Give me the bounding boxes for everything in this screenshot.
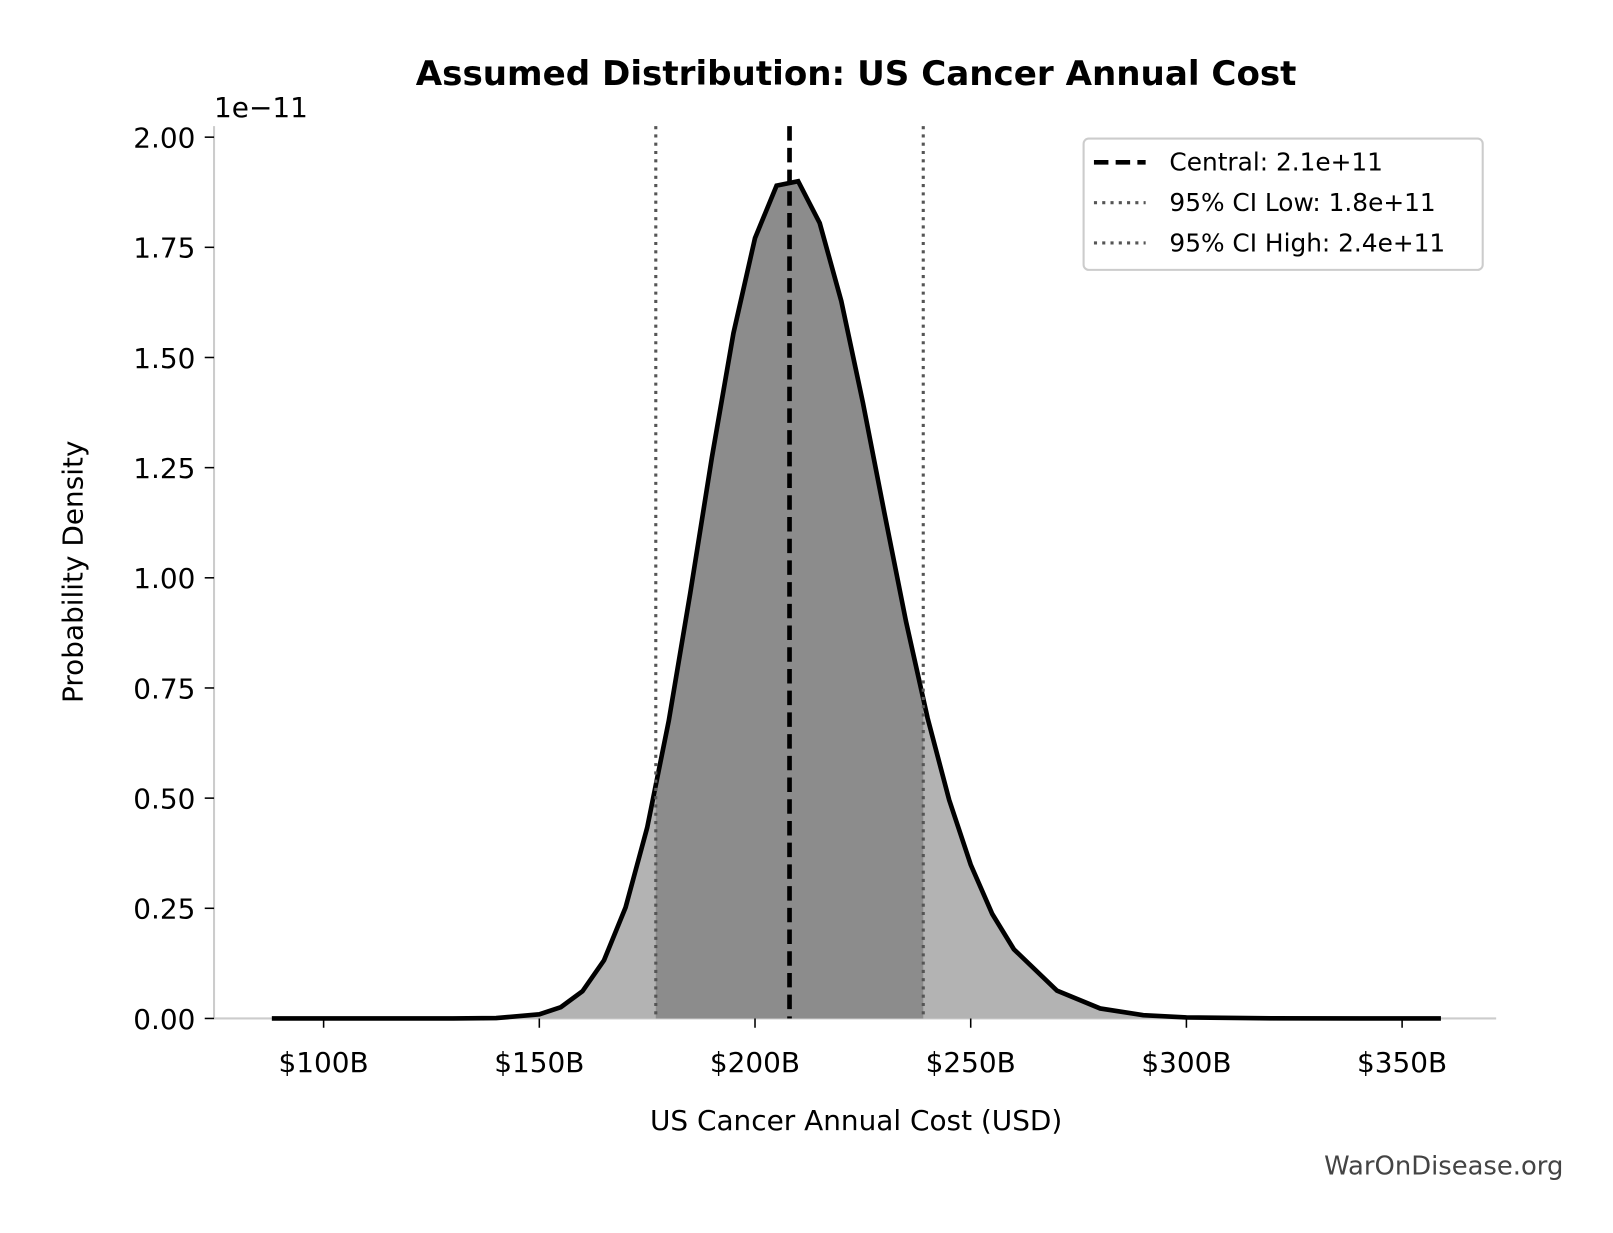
legend-box (1082, 137, 1484, 271)
x-tick-label: $100B (279, 1046, 369, 1079)
y-tick-label: 0.00 (133, 1003, 195, 1036)
y-axis-label: Probability Density (57, 441, 90, 703)
ci-area (655, 181, 924, 1019)
y-tick-label: 1.75 (133, 232, 195, 265)
x-tick-label: $350B (1357, 1046, 1447, 1079)
legend-label: 95% CI High: 2.4e+11 (1169, 228, 1445, 257)
chart-title: Assumed Distribution: US Cancer Annual C… (416, 54, 1297, 94)
y-tick-label: 2.00 (133, 121, 195, 154)
x-tick-label: $300B (1141, 1046, 1231, 1079)
y-tick-label: 0.75 (133, 672, 195, 705)
density-line (271, 178, 1441, 1021)
y-tick-label: 0.25 (133, 893, 195, 926)
x-tick-label: $150B (494, 1046, 584, 1079)
y-tick-label: 0.50 (133, 782, 195, 815)
x-tick-label: $200B (710, 1046, 800, 1079)
y-offset-label: 1e−11 (214, 91, 308, 124)
y-tick-label: 1.25 (133, 452, 195, 485)
watermark: WarOnDisease.org (1324, 1152, 1563, 1182)
y-tick-label: 1.00 (133, 562, 195, 595)
x-tick-label: $250B (926, 1046, 1016, 1079)
legend-label: 95% CI Low: 1.8e+11 (1169, 188, 1435, 217)
legend-label: Central: 2.1e+11 (1169, 148, 1383, 177)
y-tick-label: 1.50 (133, 342, 195, 375)
x-axis-label: US Cancer Annual Cost (USD) (650, 1104, 1062, 1137)
